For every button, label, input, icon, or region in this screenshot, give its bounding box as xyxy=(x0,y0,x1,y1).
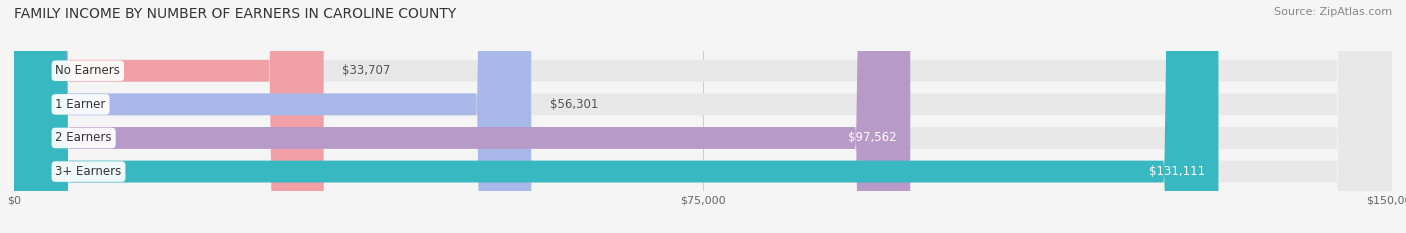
Text: $56,301: $56,301 xyxy=(550,98,598,111)
Text: FAMILY INCOME BY NUMBER OF EARNERS IN CAROLINE COUNTY: FAMILY INCOME BY NUMBER OF EARNERS IN CA… xyxy=(14,7,457,21)
FancyBboxPatch shape xyxy=(14,0,1392,233)
Text: No Earners: No Earners xyxy=(55,64,121,77)
Text: $97,562: $97,562 xyxy=(848,131,897,144)
FancyBboxPatch shape xyxy=(14,0,1392,233)
Text: Source: ZipAtlas.com: Source: ZipAtlas.com xyxy=(1274,7,1392,17)
FancyBboxPatch shape xyxy=(14,0,1392,233)
Text: 3+ Earners: 3+ Earners xyxy=(55,165,122,178)
Text: $33,707: $33,707 xyxy=(342,64,391,77)
Text: $131,111: $131,111 xyxy=(1149,165,1205,178)
FancyBboxPatch shape xyxy=(14,0,1219,233)
FancyBboxPatch shape xyxy=(14,0,1392,233)
Text: 1 Earner: 1 Earner xyxy=(55,98,105,111)
FancyBboxPatch shape xyxy=(14,0,531,233)
FancyBboxPatch shape xyxy=(14,0,910,233)
FancyBboxPatch shape xyxy=(14,0,323,233)
Text: 2 Earners: 2 Earners xyxy=(55,131,112,144)
